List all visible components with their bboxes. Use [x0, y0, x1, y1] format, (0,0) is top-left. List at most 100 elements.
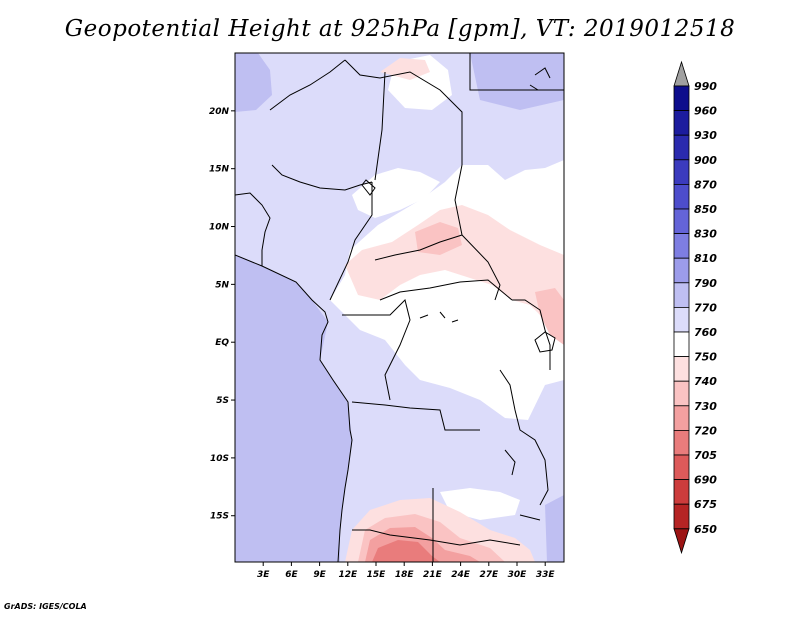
colorbar-segment	[673, 159, 690, 185]
colorbar-level-label: 870	[694, 178, 717, 191]
field-740-750-center	[415, 222, 462, 255]
lon-tick-label: 9E	[313, 570, 326, 580]
field-760-770-north	[352, 168, 440, 218]
colorbar-level-label: 850	[694, 203, 717, 216]
colorbar-level-label: 990	[694, 80, 717, 93]
lat-tick-label: 15S	[210, 512, 229, 522]
latitude-tick-labels: 20N 15N 10N 5N EQ 5S 10S 15S	[209, 107, 235, 522]
colorbar-segment	[673, 429, 690, 456]
colorbar-segment	[673, 208, 690, 235]
colorbar-top-arrow	[673, 60, 690, 87]
chad-sudan-border	[454, 164, 501, 301]
lat-tick-label: 5S	[216, 396, 229, 406]
namibia-border	[352, 529, 521, 546]
egypt-sudan-border	[469, 53, 564, 91]
colorbar-level-label: 650	[694, 523, 717, 536]
colorbar-segment	[673, 306, 690, 333]
colorbar-bottom-arrow	[673, 528, 690, 555]
colorbar-segment	[673, 356, 690, 382]
colorbar-level-label: 740	[694, 375, 717, 388]
colorbar-segment	[673, 454, 690, 481]
colorbar-level-label: 830	[694, 228, 717, 241]
colorbar-level-label: 705	[694, 449, 717, 462]
colorbar-level-label: 675	[694, 498, 717, 511]
lat-tick-label: EQ	[215, 338, 229, 348]
lon-tick-label: 12E	[338, 570, 358, 580]
lake-chad	[361, 179, 376, 196]
congo-gabon-border	[342, 299, 411, 401]
lon-tick-label: 27E	[479, 570, 499, 580]
map-plot: 20N 15N 10N 5N EQ 5S 10S 15S 3E 6E 9E 12E 15E 18E 21E…	[209, 52, 717, 580]
colorbar-segment	[673, 503, 690, 530]
colorbar-segment	[673, 233, 690, 259]
libya-chad-border	[344, 59, 463, 165]
chad-car-border	[374, 234, 463, 261]
colorbar-level-label: 900	[694, 154, 717, 167]
colorbar-level-label: 810	[694, 252, 717, 265]
grads-credit: GrADS: IGES/COLA	[4, 602, 87, 611]
colorbar-level-label: 730	[694, 400, 717, 413]
lon-tick-label: 24E	[451, 570, 471, 580]
longitude-tick-labels: 3E 6E 9E 12E 15E 18E 21E 24E 27E 30E 33E	[257, 562, 555, 580]
colorbar-segment	[673, 331, 690, 358]
colorbar-level-label: 770	[694, 301, 717, 314]
colorbar-segment	[673, 282, 690, 308]
field-se-corner	[545, 495, 564, 562]
coastline-and-borders	[235, 53, 564, 562]
colorbar-level-label: 690	[694, 474, 717, 487]
field-740-750-east	[535, 288, 564, 345]
field-790-810-ocean	[235, 255, 352, 562]
colorbar-segment	[673, 110, 690, 136]
field-760-770	[330, 160, 564, 420]
nigeria-cameroon-border	[329, 182, 373, 301]
drc-angola-border	[351, 401, 480, 431]
lon-tick-label: 30E	[508, 570, 528, 580]
niger-chad-border	[374, 71, 386, 181]
field-nw-corner	[235, 53, 272, 112]
colorbar: 990 960 930 900 870 850 830 810 790 770 760 750 740 7…	[673, 60, 717, 555]
west-africa-border	[235, 192, 271, 266]
lon-tick-label: 18E	[395, 570, 415, 580]
lake-victoria	[534, 331, 556, 353]
field-750-760-north	[380, 58, 430, 80]
colorbar-segment	[673, 405, 690, 431]
great-lakes-chain	[499, 369, 549, 506]
east-africa-border	[512, 299, 551, 370]
colorbar-segment	[673, 257, 690, 284]
colorbar-level-label: 790	[694, 277, 717, 290]
lon-tick-label: 21E	[423, 570, 443, 580]
colorbar-level-label: 720	[694, 424, 717, 437]
lat-tick-label: 5N	[215, 280, 229, 290]
red-sea-coast	[529, 67, 551, 91]
colorbar-segment	[673, 85, 690, 112]
colorbar-segment	[673, 479, 690, 505]
colorbar-level-label: 750	[694, 351, 717, 364]
lat-tick-label: 10S	[210, 454, 229, 464]
lon-tick-label: 15E	[367, 570, 387, 580]
niger-border	[271, 164, 373, 191]
lat-tick-label: 20N	[209, 107, 230, 117]
shaded-field	[235, 53, 564, 562]
lon-tick-label: 6E	[285, 570, 298, 580]
colorbar-level-label: 960	[694, 105, 717, 118]
lat-tick-label: 15N	[209, 165, 230, 175]
colorbar-segment	[673, 380, 690, 407]
sahel-border-west	[269, 59, 346, 111]
chart-title: Geopotential Height at 925hPa [gpm], VT:…	[64, 16, 736, 42]
lon-tick-label: 33E	[536, 570, 556, 580]
field-720-730-south	[372, 540, 440, 562]
map-frame	[234, 52, 565, 563]
colorbar-level-label: 930	[694, 129, 717, 142]
lon-tick-label: 3E	[257, 570, 270, 580]
colorbar-segment	[673, 134, 690, 161]
field-ne-corner	[470, 53, 564, 110]
lat-tick-label: 10N	[209, 223, 230, 233]
field-750-760	[345, 205, 564, 330]
car-drc-border	[379, 279, 513, 301]
atlantic-coastline	[235, 254, 353, 562]
colorbar-level-label: 760	[694, 326, 717, 339]
colorbar-segment	[673, 183, 690, 210]
congo-river-marks	[419, 311, 459, 323]
lake-outlines	[504, 449, 541, 521]
